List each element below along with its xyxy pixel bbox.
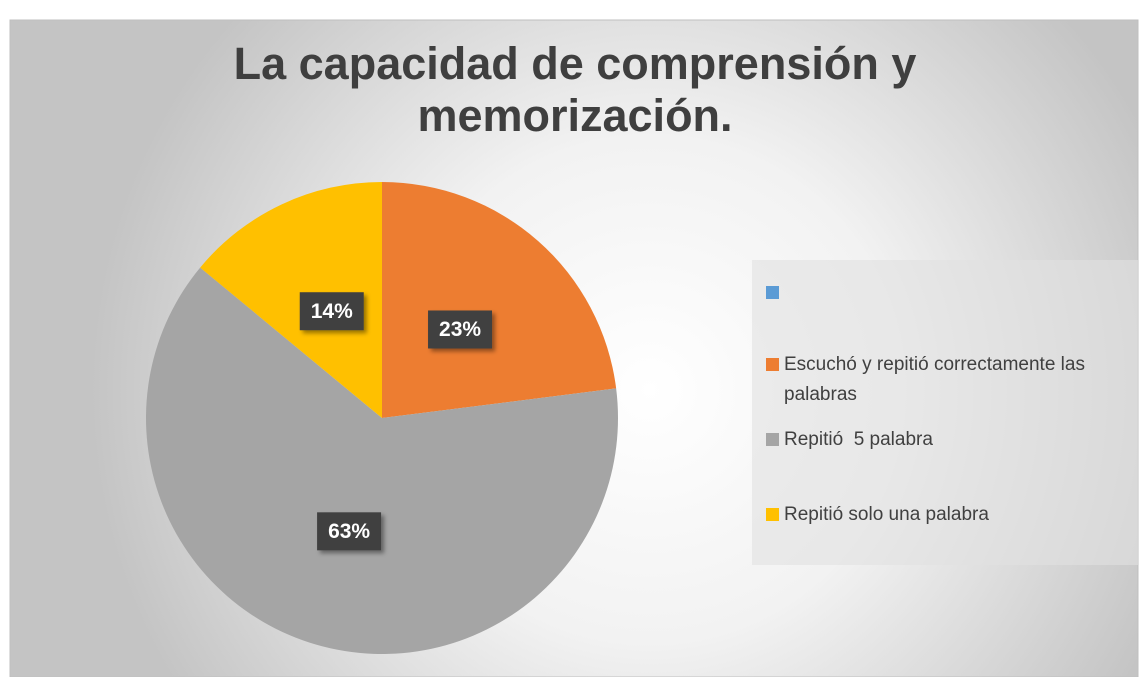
pie-slice bbox=[382, 182, 617, 418]
data-label-box bbox=[299, 292, 364, 331]
data-label: 63% bbox=[317, 512, 382, 551]
pie-slice bbox=[200, 182, 382, 418]
chart-title: La capacidad de comprensión y memorizaci… bbox=[233, 38, 917, 141]
legend-swatch bbox=[766, 358, 779, 371]
legend-entry bbox=[766, 278, 1131, 308]
data-label-box bbox=[428, 310, 493, 349]
data-label: 14% bbox=[299, 292, 364, 331]
legend-entry: Repitió 5 palabra bbox=[766, 425, 1131, 455]
legend-label: Repitió solo una palabra bbox=[784, 504, 989, 525]
data-label-box bbox=[317, 512, 382, 551]
data-label-text: 63% bbox=[328, 520, 370, 543]
legend-label: Repitió 5 palabra bbox=[784, 429, 933, 450]
data-label: 23% bbox=[428, 310, 493, 349]
data-label-text: 14% bbox=[311, 300, 353, 323]
legend-label bbox=[784, 278, 1131, 308]
legend-swatch bbox=[766, 286, 779, 299]
legend-swatch bbox=[766, 508, 779, 521]
data-label-text: 23% bbox=[439, 318, 481, 341]
pie-slice bbox=[146, 267, 619, 655]
legend-entry: Repitió solo una palabra bbox=[766, 500, 1131, 530]
legend-label: Escuchó y repitió correctamente las pala… bbox=[784, 354, 1091, 405]
legend: Escuchó y repitió correctamente las pala… bbox=[752, 260, 1138, 565]
legend-swatch bbox=[766, 433, 779, 446]
legend-entry: Escuchó y repitió correctamente las pala… bbox=[766, 350, 1131, 410]
